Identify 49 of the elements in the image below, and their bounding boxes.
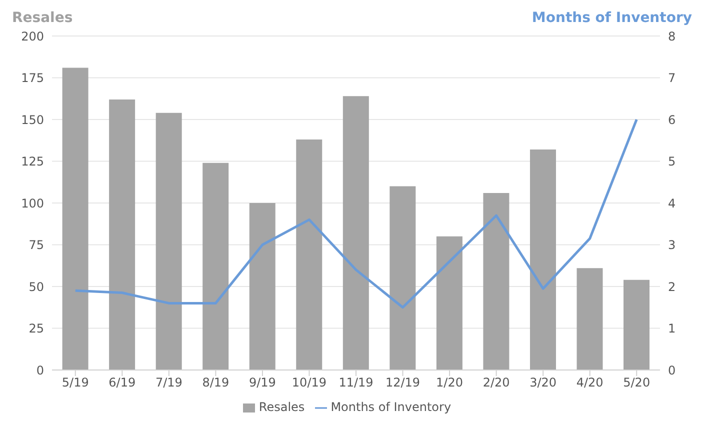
y2-tick-label: 5 [668, 154, 676, 169]
bar [530, 150, 556, 370]
bar [249, 203, 276, 370]
y2-axis-title: Months of Inventory [532, 10, 692, 26]
y2-tick-label: 4 [668, 196, 676, 210]
bar [296, 140, 322, 370]
bar [109, 99, 136, 370]
y-tick-label: 150 [21, 112, 44, 127]
x-tick-label: 8/19 [202, 376, 230, 390]
legend-label: Months of Inventory [330, 400, 452, 414]
x-tick-label: 2/20 [482, 376, 510, 390]
line-series [74, 118, 638, 309]
x-tick-label: 5/20 [623, 376, 650, 390]
bar [342, 96, 369, 370]
y-tick-label: 175 [21, 71, 44, 86]
x-tick-label: 10/19 [292, 376, 327, 390]
x-tick-label: 4/20 [576, 376, 604, 390]
y2-tick-label: 1 [668, 322, 676, 336]
y2-tick-label: 2 [668, 280, 676, 294]
y-tick-label: 125 [21, 154, 44, 169]
y-tick-label: 0 [36, 363, 44, 378]
bar [624, 280, 650, 370]
bar [62, 68, 88, 370]
bar [156, 112, 182, 370]
y-tick-label: 75 [28, 238, 44, 252]
bar [483, 192, 510, 370]
x-tick-label: 7/19 [155, 376, 182, 390]
bar [202, 162, 229, 370]
x-tick-label: 12/19 [385, 376, 420, 390]
x-tick-label: 3/20 [530, 376, 557, 390]
y2-tick-label: 6 [668, 112, 676, 127]
x-tick-label: 5/19 [62, 376, 89, 390]
x-tick-label: 11/19 [338, 376, 374, 390]
y-tick-label: 25 [28, 322, 44, 336]
y-tick-label: 100 [21, 196, 44, 210]
bar [390, 186, 416, 370]
y-tick-label: 200 [21, 29, 44, 44]
legend-label: Resales [258, 400, 305, 414]
bar [576, 268, 603, 370]
y2-tick-label: 0 [668, 363, 676, 378]
y2-tick-label: 3 [668, 238, 676, 252]
y2-tick-label: 8 [668, 29, 676, 44]
x-tick-label: 1/20 [436, 376, 464, 390]
y-tick-label: 50 [28, 280, 44, 294]
x-tick-label: 9/19 [248, 376, 276, 390]
bar [436, 236, 462, 370]
y2-tick-label: 7 [668, 71, 676, 86]
y-axis-title: Resales [12, 10, 73, 26]
x-tick-label: 6/19 [108, 376, 136, 390]
